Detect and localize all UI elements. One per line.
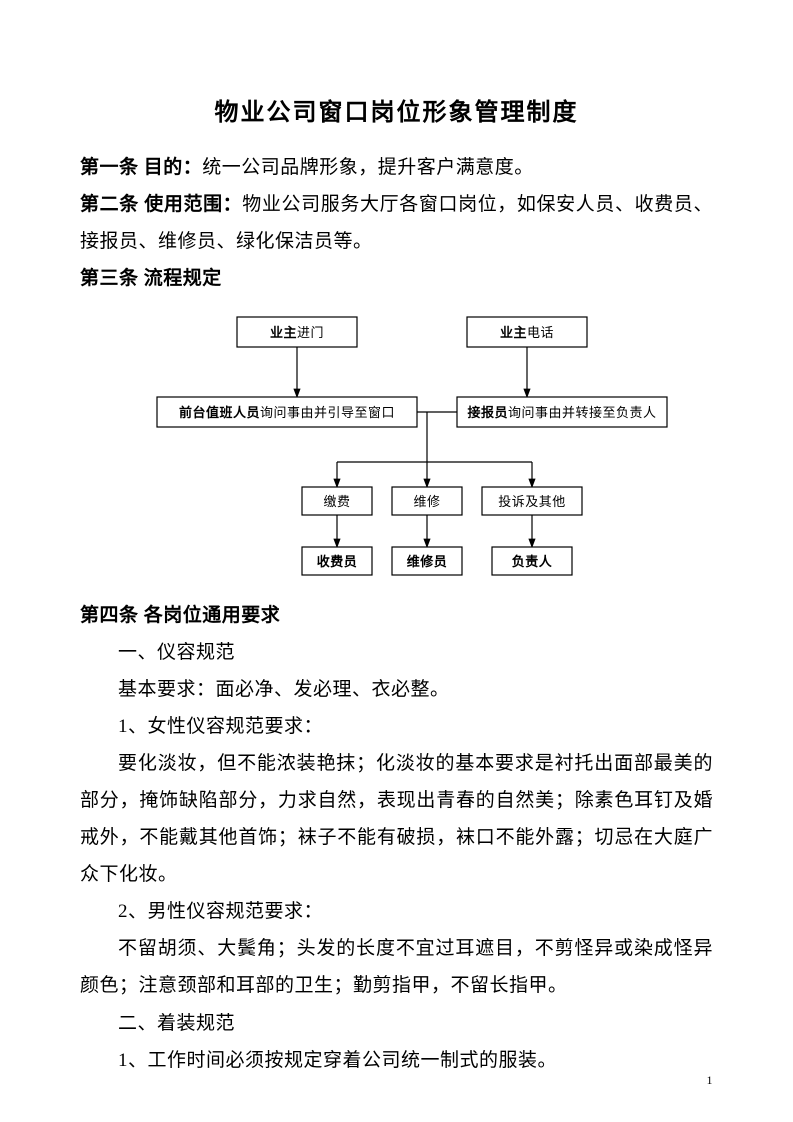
section-1-heading: 一、仪容规范 [80, 634, 713, 671]
section-1-2-heading: 2、男性仪容规范要求： [80, 893, 713, 930]
section-1-1-body: 要化淡妆，但不能浓装艳抹；化淡妆的基本要求是衬托出面部最美的部分，掩饰缺陷部分，… [80, 745, 713, 893]
article-1-head: 第一条 目的： [80, 157, 202, 178]
svg-text:负责人: 负责人 [511, 553, 552, 568]
svg-text:业主电话: 业主电话 [499, 324, 553, 339]
page-title: 物业公司窗口岗位形象管理制度 [80, 90, 713, 137]
svg-text:业主进门: 业主进门 [269, 324, 323, 339]
section-2-1: 1、工作时间必须按规定穿着公司统一制式的服装。 [80, 1042, 713, 1079]
document-page: 物业公司窗口岗位形象管理制度 第一条 目的：统一公司品牌形象，提升客户满意度。 … [0, 0, 793, 1122]
svg-text:维修: 维修 [413, 493, 440, 508]
article-2-head: 第二条 使用范围： [80, 194, 242, 215]
svg-text:收费员: 收费员 [316, 553, 357, 568]
svg-text:投诉及其他: 投诉及其他 [498, 493, 566, 508]
svg-text:维修员: 维修员 [406, 553, 447, 568]
section-1-2-body: 不留胡须、大鬓角；头发的长度不宜过耳遮目，不剪怪异或染成怪异颜色；注意颈部和耳部… [80, 930, 713, 1004]
article-1: 第一条 目的：统一公司品牌形象，提升客户满意度。 [80, 149, 713, 186]
section-1-1-heading: 1、女性仪容规范要求： [80, 708, 713, 745]
article-4-head: 第四条 各岗位通用要求 [80, 605, 280, 626]
svg-text:前台值班人员询问事由并引导至窗口: 前台值班人员询问事由并引导至窗口 [178, 404, 394, 419]
svg-text:接报员询问事由并转接至负责人: 接报员询问事由并转接至负责人 [467, 404, 656, 419]
process-flowchart: 业主进门 业主电话前台值班人员询问事由并引导至窗口 接报员询问事由并转接至负责人缴费… [117, 307, 677, 587]
article-4: 第四条 各岗位通用要求 [80, 597, 713, 634]
article-3: 第三条 流程规定 [80, 260, 713, 297]
section-1-requirement: 基本要求：面必净、发必理、衣必整。 [80, 671, 713, 708]
section-2-heading: 二、着装规范 [80, 1005, 713, 1042]
page-number: 1 [707, 1069, 714, 1092]
article-2: 第二条 使用范围：物业公司服务大厅各窗口岗位，如保安人员、收费员、接报员、维修员… [80, 186, 713, 260]
article-3-head: 第三条 流程规定 [80, 268, 222, 289]
article-1-body: 统一公司品牌形象，提升客户满意度。 [202, 157, 534, 178]
svg-text:缴费: 缴费 [323, 493, 350, 508]
